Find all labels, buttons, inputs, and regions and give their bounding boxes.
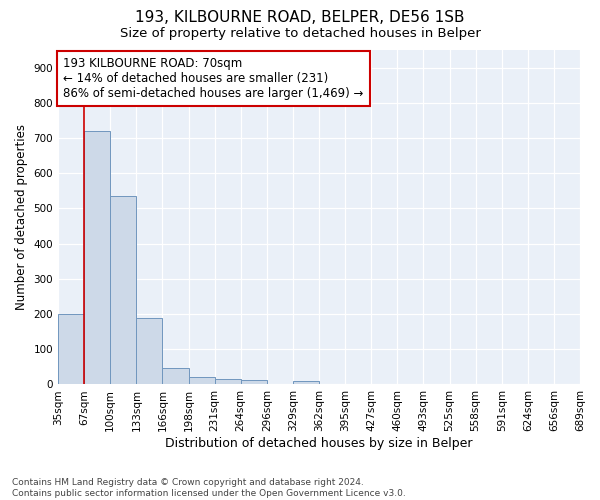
Text: Contains HM Land Registry data © Crown copyright and database right 2024.
Contai: Contains HM Land Registry data © Crown c… — [12, 478, 406, 498]
Bar — [215, 379, 241, 384]
Bar — [163, 368, 188, 384]
Y-axis label: Number of detached properties: Number of detached properties — [15, 124, 28, 310]
Bar — [136, 318, 163, 384]
Text: Size of property relative to detached houses in Belper: Size of property relative to detached ho… — [119, 28, 481, 40]
Bar — [293, 381, 319, 384]
Text: 193 KILBOURNE ROAD: 70sqm
← 14% of detached houses are smaller (231)
86% of semi: 193 KILBOURNE ROAD: 70sqm ← 14% of detac… — [63, 56, 364, 100]
Bar — [241, 380, 267, 384]
Bar — [84, 131, 110, 384]
Bar — [188, 378, 215, 384]
Bar — [110, 196, 136, 384]
Bar — [58, 314, 84, 384]
X-axis label: Distribution of detached houses by size in Belper: Distribution of detached houses by size … — [165, 437, 473, 450]
Text: 193, KILBOURNE ROAD, BELPER, DE56 1SB: 193, KILBOURNE ROAD, BELPER, DE56 1SB — [135, 10, 465, 25]
